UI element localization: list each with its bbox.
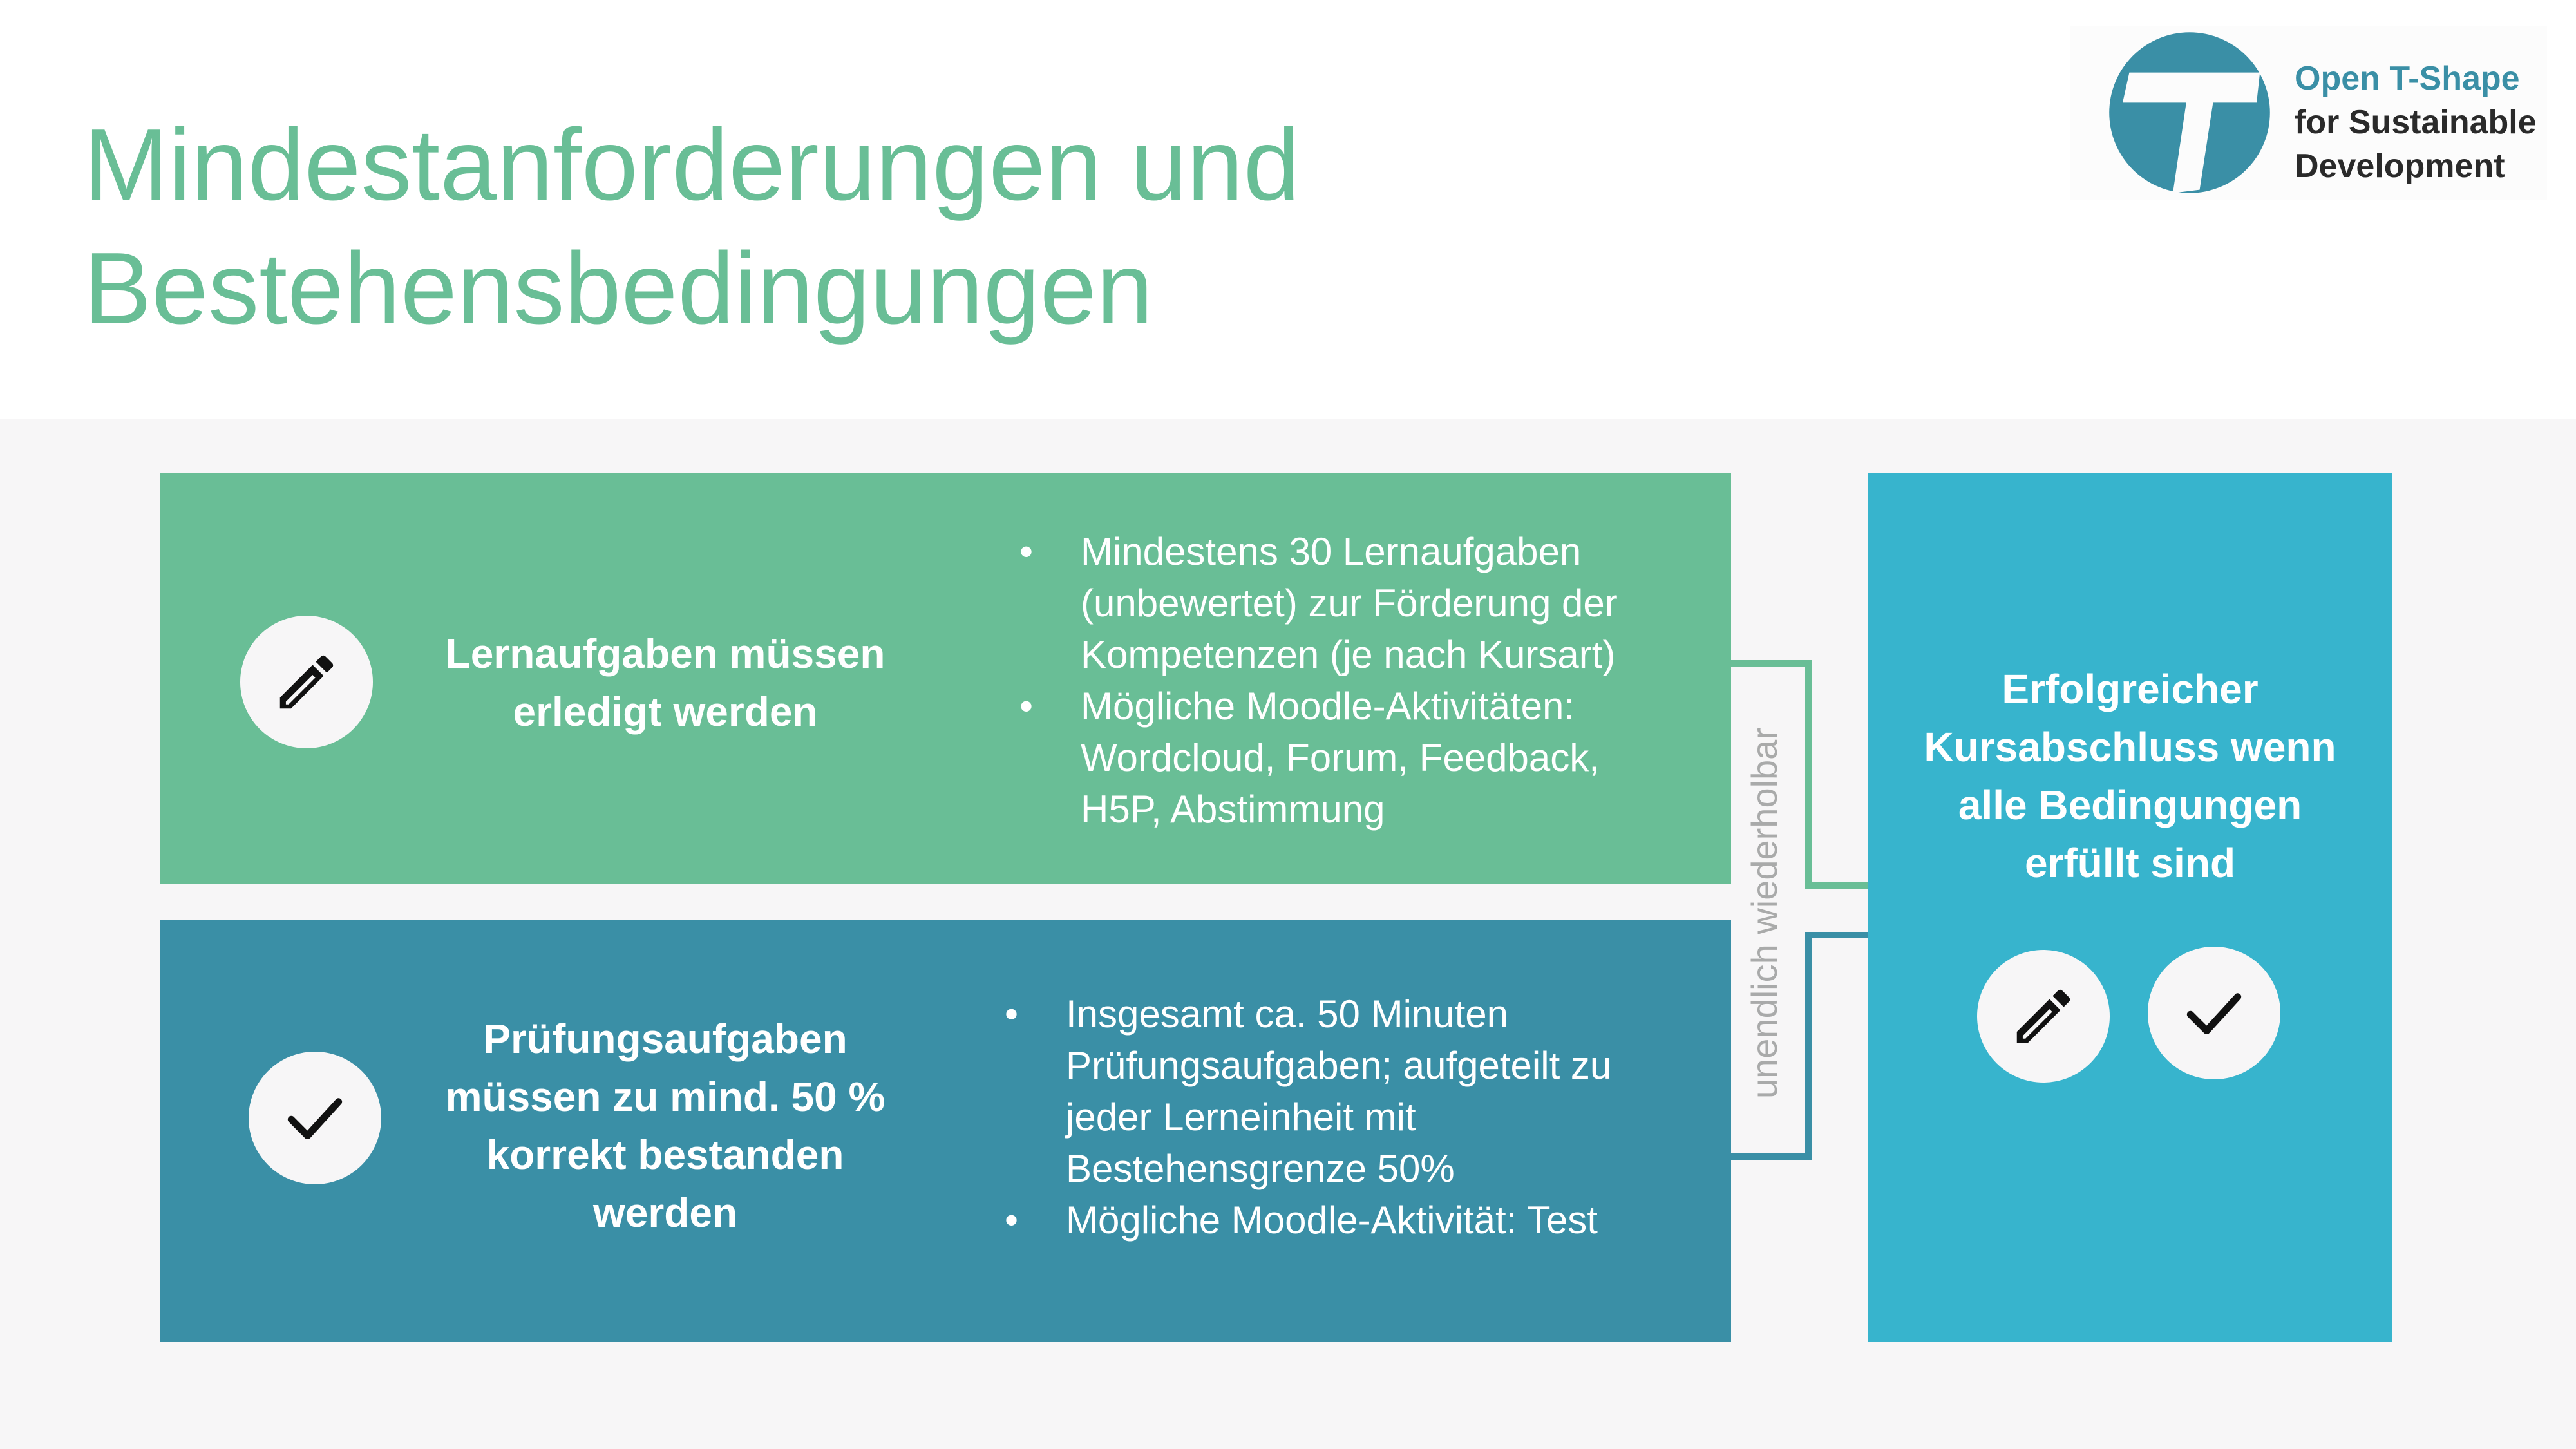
bullet-line: Mögliche Moodle-Aktivität: Test	[1066, 1198, 1598, 1242]
exam-bullet-2: Mögliche Moodle-Aktivität: Test	[1005, 1195, 1719, 1246]
result-pencil-circle	[1977, 950, 2110, 1083]
result-heading-line-1: Erfolgreicher	[2002, 666, 2259, 712]
logo-line-1: Open T-Shape	[2295, 60, 2520, 97]
result-heading-line-4: erfüllt sind	[2024, 840, 2236, 886]
bullet-line: Wordcloud, Forum, Feedback,	[1081, 736, 1600, 779]
bullet-line: H5P, Abstimmung	[1081, 788, 1385, 831]
page-title-line-2: Bestehensbedingungen	[84, 232, 1153, 345]
learning-heading-line-2: erledigt werden	[513, 688, 818, 735]
bullet-line: Mögliche Moodle-Aktivitäten:	[1081, 685, 1575, 728]
logo-text: Open T-Shape for Sustainable Development	[2295, 57, 2537, 188]
page-title: Mindestanforderungen und Bestehensbeding…	[84, 103, 1758, 350]
page-title-line-1: Mindestanforderungen und	[84, 108, 1300, 222]
checkmark-icon	[2186, 993, 2242, 1034]
t-shape-logo-icon	[2109, 32, 2270, 193]
learning-tasks-box: Lernaufgaben müssen erledigt werden Mind…	[160, 473, 1731, 884]
exam-bullet-1: Insgesamt ca. 50 Minuten Prüfungsaufgabe…	[1005, 989, 1719, 1195]
learning-icon-circle	[240, 616, 373, 748]
exam-heading-line-1: Prüfungsaufgaben	[483, 1016, 848, 1062]
bullet-line: Mindestens 30 Lernaufgaben	[1081, 530, 1582, 573]
checkmark-icon	[287, 1098, 343, 1139]
repeatable-label-text: unendlich wiederholbar	[1744, 728, 1785, 1099]
bullet-line: Kompetenzen (je nach Kursart)	[1081, 633, 1616, 676]
course-completion-box: Erfolgreicher Kursabschluss wenn alle Be…	[1868, 473, 2392, 1342]
learning-heading-line-1: Lernaufgaben müssen	[445, 630, 886, 677]
logo-line-3: Development	[2295, 147, 2505, 185]
logo: Open T-Shape for Sustainable Development	[2070, 26, 2547, 200]
result-heading-line-2: Kursabschluss wenn	[1924, 724, 2336, 770]
pencil-icon	[2016, 989, 2070, 1043]
learning-tasks-heading: Lernaufgaben müssen erledigt werden	[443, 625, 887, 741]
exam-heading-line-4: werden	[592, 1189, 738, 1236]
exam-tasks-heading: Prüfungsaufgaben müssen zu mind. 50 % ko…	[443, 1010, 887, 1242]
course-completion-heading: Erfolgreicher Kursabschluss wenn alle Be…	[1887, 660, 2373, 892]
logo-line-2: for Sustainable	[2295, 104, 2537, 141]
bullet-line: Bestehensgrenze 50%	[1066, 1147, 1455, 1190]
learning-tasks-bullets: Mindestens 30 Lernaufgaben (unbewertet) …	[1019, 526, 1721, 835]
result-check-circle	[2148, 947, 2280, 1079]
bullet-line: (unbewertet) zur Förderung der	[1081, 582, 1618, 625]
exam-tasks-bullets: Insgesamt ca. 50 Minuten Prüfungsaufgabe…	[1005, 989, 1719, 1246]
learning-bullet-2: Mögliche Moodle-Aktivitäten: Wordcloud, …	[1019, 681, 1721, 835]
learning-bullet-1: Mindestens 30 Lernaufgaben (unbewertet) …	[1019, 526, 1721, 681]
exam-icon-circle	[249, 1052, 381, 1184]
exam-tasks-box: Prüfungsaufgaben müssen zu mind. 50 % ko…	[160, 920, 1731, 1342]
bullet-line: Insgesamt ca. 50 Minuten	[1066, 992, 1509, 1036]
bullet-line: jeder Lerneinheit mit	[1066, 1095, 1416, 1139]
exam-heading-line-3: korrekt bestanden	[486, 1132, 844, 1178]
pencil-icon	[279, 655, 334, 709]
bullet-line: Prüfungsaufgaben; aufgeteilt zu	[1066, 1044, 1612, 1087]
result-heading-line-3: alle Bedingungen	[1958, 782, 2302, 828]
exam-heading-line-2: müssen zu mind. 50 %	[445, 1074, 886, 1120]
